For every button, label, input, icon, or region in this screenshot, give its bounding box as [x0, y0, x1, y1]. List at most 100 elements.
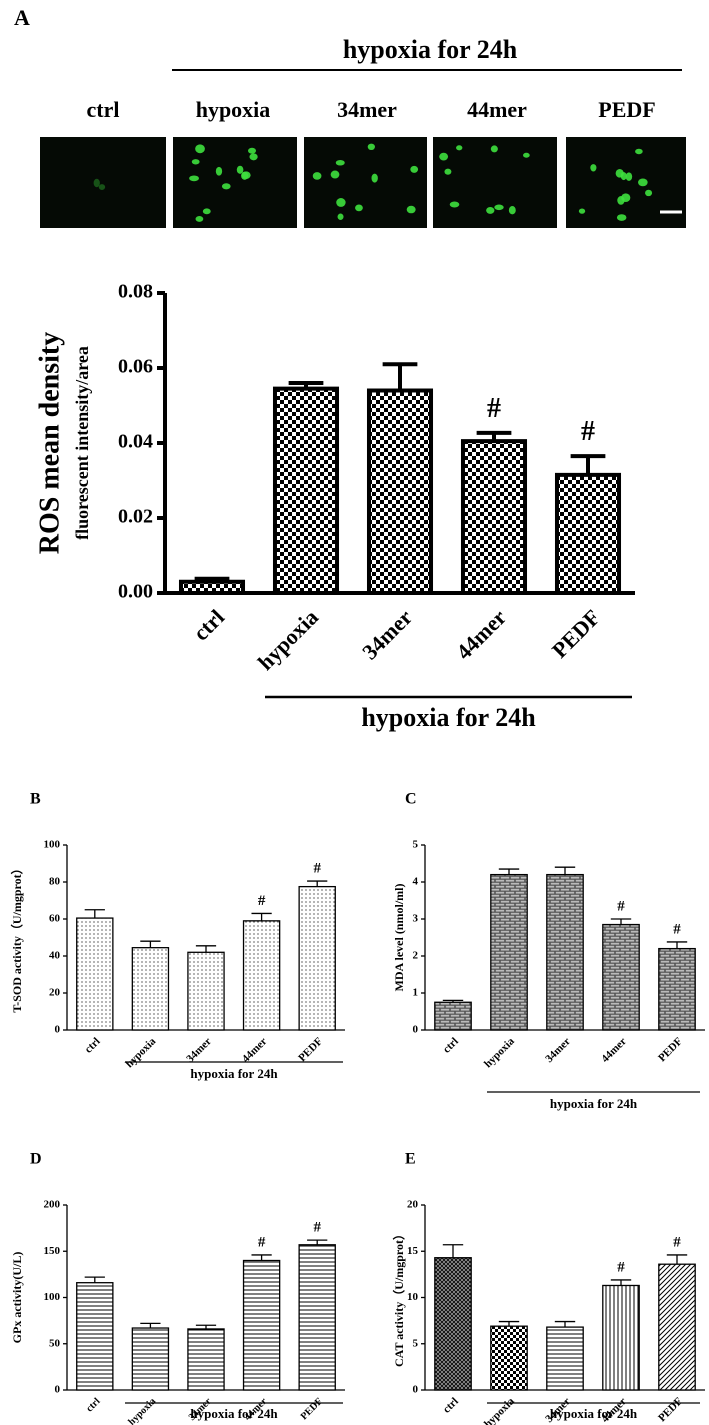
bar	[76, 1282, 114, 1391]
y-tick-label: 40	[49, 950, 61, 962]
bar	[460, 439, 528, 595]
x-tick-label: 44mer	[451, 604, 511, 664]
cell	[439, 152, 449, 161]
y-tick-label: 1	[413, 987, 419, 999]
x-tick-label: 44mer	[599, 1035, 629, 1065]
bar	[434, 1001, 472, 1031]
y-tick-label: 2	[413, 950, 419, 962]
bar	[178, 579, 246, 595]
micrograph	[304, 137, 427, 228]
significance-marker: #	[617, 1259, 625, 1275]
y-tick-label: 0	[55, 1384, 61, 1396]
cell	[615, 168, 624, 178]
significance-marker: #	[487, 393, 501, 424]
cell	[444, 168, 452, 175]
bar	[76, 917, 114, 1031]
cell	[236, 165, 244, 174]
significance-marker: #	[617, 898, 625, 914]
y-tick-label: 0.06	[118, 356, 153, 378]
y-tick-label: 0.04	[118, 431, 153, 453]
x-tick-label: PEDF	[299, 1396, 325, 1422]
bar	[490, 1325, 528, 1391]
cell	[202, 208, 211, 215]
y-tick-label: 0	[413, 1024, 419, 1036]
bar	[131, 947, 170, 1031]
image-label: 44mer	[467, 97, 527, 122]
y-tick-label: 150	[44, 1245, 61, 1257]
x-tick-label: hypoxia	[482, 1395, 517, 1425]
micrograph	[566, 137, 686, 228]
panel-label: E	[405, 1151, 416, 1168]
bar	[434, 1257, 472, 1391]
bar	[298, 1244, 336, 1391]
cell	[635, 148, 643, 155]
significance-marker: #	[258, 893, 266, 909]
cell	[494, 204, 504, 211]
x-tick-label: PEDF	[296, 1035, 325, 1064]
cell	[638, 178, 648, 187]
cell	[336, 198, 346, 207]
significance-marker: #	[673, 1234, 681, 1250]
bar	[187, 951, 225, 1031]
significance-marker: #	[313, 861, 321, 877]
significance-marker: #	[673, 921, 681, 937]
y-tick-label: 10	[407, 1291, 419, 1303]
y-axis-label: T-SOD activity（U/mgprot）	[9, 862, 24, 1012]
cell	[241, 171, 251, 179]
y-tick-label: 0	[55, 1024, 61, 1036]
cell	[578, 208, 586, 214]
cell	[98, 184, 106, 191]
y-axis-label: ROS mean density	[34, 332, 65, 554]
bar	[187, 1328, 225, 1391]
x-tick-label: ctrl	[441, 1395, 461, 1415]
cell	[590, 164, 597, 172]
cell	[616, 214, 627, 221]
x-tick-label: ctrl	[188, 604, 229, 645]
micrograph	[173, 137, 297, 228]
group-label: hypoxia for 24h	[361, 703, 536, 732]
significance-marker: #	[258, 1234, 266, 1250]
cell	[456, 145, 463, 151]
bar	[554, 472, 622, 595]
y-tick-label: 5	[413, 839, 419, 851]
cell	[189, 175, 199, 182]
y-tick-label: 0.00	[118, 581, 153, 603]
cell	[621, 193, 631, 203]
y-axis-label: GPx activity(U/L)	[10, 1252, 24, 1344]
image-label: 34mer	[337, 97, 397, 122]
bar	[602, 923, 640, 1031]
cell	[406, 205, 416, 214]
bar	[272, 386, 340, 595]
group-label: hypoxia for 24h	[550, 1406, 638, 1421]
y-tick-label: 20	[407, 1199, 419, 1211]
significance-marker: #	[581, 416, 595, 447]
panel-label: C	[405, 791, 417, 808]
y-tick-label: 60	[49, 913, 61, 925]
cell	[312, 172, 322, 180]
y-tick-label: 100	[44, 839, 61, 851]
group-label: hypoxia for 24h	[190, 1406, 278, 1421]
cell	[191, 159, 200, 165]
x-tick-label: hypoxia	[126, 1396, 158, 1425]
y-tick-label: 0	[413, 1384, 419, 1396]
panel-label: B	[30, 791, 41, 808]
y-tick-label: 200	[44, 1199, 61, 1211]
bar	[242, 920, 281, 1031]
panel-label: A	[14, 5, 30, 30]
y-tick-label: 0.08	[118, 281, 153, 303]
x-tick-label: ctrl	[84, 1396, 103, 1415]
bar	[546, 1326, 584, 1391]
image-label: ctrl	[87, 97, 120, 122]
cell	[367, 143, 375, 151]
y-tick-label: 100	[44, 1291, 61, 1303]
micrograph	[40, 137, 166, 228]
x-tick-label: hypoxia	[123, 1035, 158, 1070]
y-axis-label: MDA level (nmol/ml)	[392, 884, 406, 992]
y-tick-label: 5	[413, 1337, 419, 1349]
y-tick-label: 0.02	[118, 506, 153, 528]
x-tick-label: 34mer	[357, 604, 417, 664]
cell	[93, 178, 100, 188]
cell	[490, 145, 498, 153]
